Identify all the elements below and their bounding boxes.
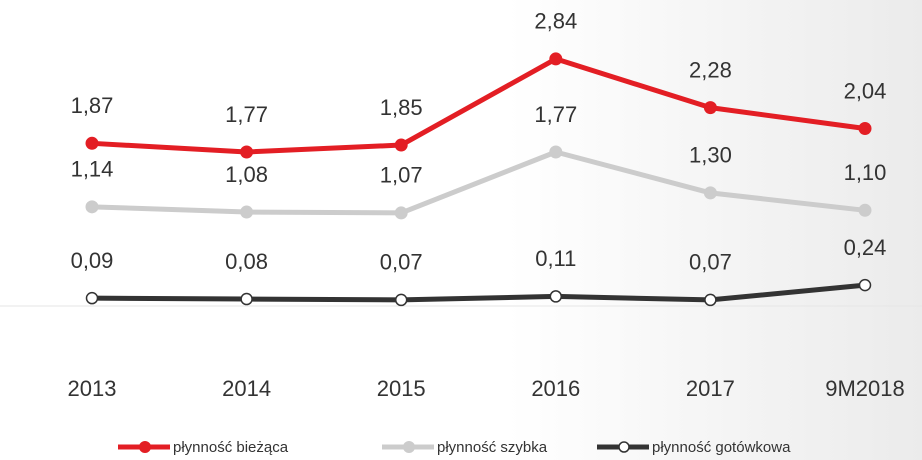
point [394,293,408,307]
point [858,278,872,292]
data-label: 1,14 [71,157,114,182]
point [549,290,563,303]
data-label: 1,77 [534,102,577,127]
data-label: 2,04 [844,78,887,103]
point [858,203,872,217]
x-tick-label: 2015 [377,376,426,401]
point [85,200,99,214]
x-tick-label: 2014 [222,376,271,401]
point [240,292,253,306]
x-tick-label: 9M2018 [825,376,905,401]
legend-marker [403,441,415,453]
point [240,145,254,159]
legend-marker [618,441,630,453]
point [549,52,563,66]
series-line [91,149,866,216]
point [703,101,717,115]
legend-label: płynność gotówkowa [652,439,791,456]
point [240,205,254,219]
point [549,145,563,159]
point [394,138,408,152]
point [394,206,408,220]
x-tick-label: 2017 [686,376,735,401]
point [85,136,99,150]
data-label: 0,07 [380,250,423,275]
series-line [91,282,866,303]
data-label: 1,77 [225,102,268,127]
series-line [91,56,866,155]
data-label: 0,11 [535,246,576,271]
data-label: 0,08 [225,249,268,274]
x-tick-label: 2013 [68,376,117,401]
data-label: 2,28 [689,57,732,82]
data-label: 1,08 [225,162,268,187]
data-label: 1,10 [844,160,887,185]
point [85,291,99,305]
legend-label: płynność bieżąca [173,439,289,456]
data-label: 0,07 [689,250,732,275]
data-label: 1,87 [71,93,114,118]
data-label: 2,84 [534,9,577,34]
data-label: 1,30 [689,143,732,168]
legend-label: płynność szybka [437,439,548,456]
legend-marker [139,441,151,453]
data-label: 0,24 [844,235,887,260]
x-tick-label: 2016 [531,376,580,401]
data-label: 0,09 [71,248,114,273]
data-label: 1,85 [380,95,423,120]
point [858,122,872,136]
point [703,186,717,200]
data-label: 1,07 [380,163,423,188]
point [704,293,717,307]
